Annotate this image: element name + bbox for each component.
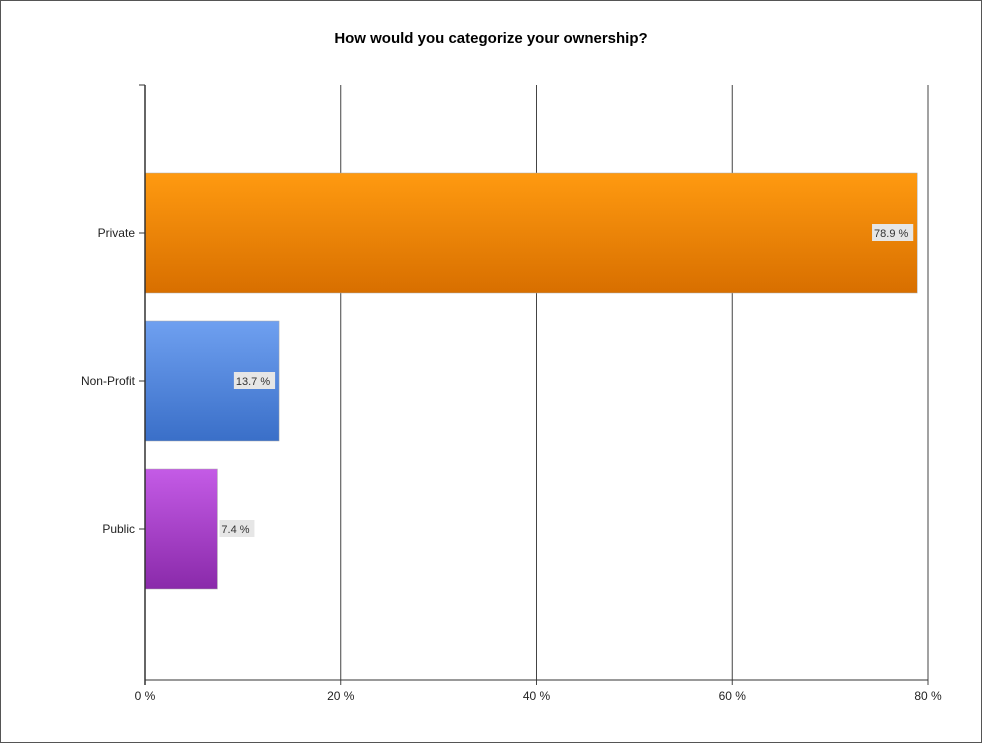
category-label: Non-Profit xyxy=(81,374,136,388)
x-tick-label: 80 % xyxy=(914,689,942,703)
bar-public xyxy=(144,468,218,590)
data-label: 78.9 % xyxy=(874,228,908,240)
chart-title: How would you categorize your ownership? xyxy=(334,30,648,47)
data-label-bg xyxy=(233,372,276,389)
data-label: 13.7 % xyxy=(236,376,270,388)
category-label: Private xyxy=(98,226,136,240)
data-label-bg xyxy=(219,520,255,537)
data-label-bg xyxy=(872,224,914,241)
x-tick-label: 60 % xyxy=(719,689,747,703)
data-label: 7.4 % xyxy=(221,524,249,536)
x-tick-label: 40 % xyxy=(523,689,551,703)
category-label: Public xyxy=(102,522,135,536)
bar-private xyxy=(144,172,918,294)
x-tick-label: 20 % xyxy=(327,689,355,703)
x-tick-label: 0 % xyxy=(135,689,156,703)
